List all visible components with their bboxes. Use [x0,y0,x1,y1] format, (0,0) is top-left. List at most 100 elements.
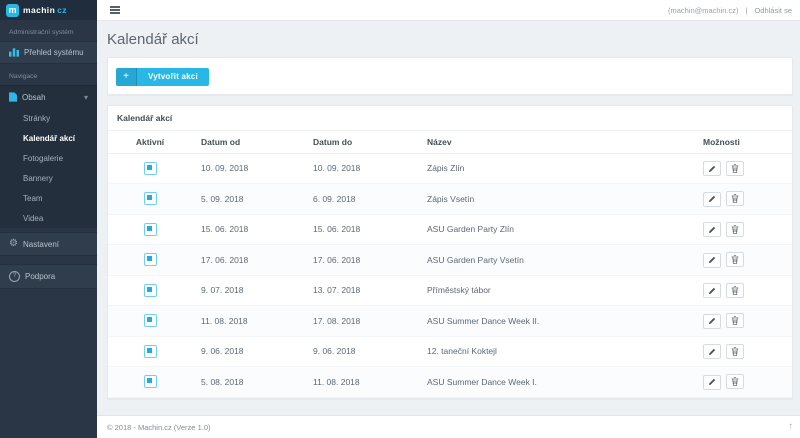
edit-button[interactable] [703,191,721,207]
active-cell [108,336,192,367]
sidebar-item-label: Podpora [25,272,56,281]
event-name-cell: Zápis Zlín [418,153,694,184]
brand-name-tld: cz [57,5,67,15]
event-name-cell: 12. taneční Koktejl [418,336,694,367]
delete-button[interactable] [726,252,745,267]
edit-button[interactable] [703,374,721,390]
row-active-checkbox[interactable] [143,192,157,206]
active-cell [108,183,192,215]
delete-button[interactable] [726,221,745,237]
col-header-date-from: Datum od [192,130,304,154]
edit-button[interactable] [703,283,721,298]
pencil-icon [709,165,716,172]
edit-button[interactable] [703,313,721,329]
page-title: Kalendář akcí [107,31,199,48]
footer: © 2018 - Machin.cz (Verze 1.0) [97,415,800,438]
date-from-cell: 10. 09. 2018 [192,153,304,184]
sidebar-item-videa[interactable]: Videa [23,213,44,223]
date-to-cell: 10. 09. 2018 [304,153,418,184]
options-cell [694,244,792,276]
col-header-date-to: Datum do [304,130,418,154]
date-to-cell: 9. 06. 2018 [304,336,418,367]
date-to-cell: 11. 08. 2018 [304,366,418,398]
active-cell [108,366,192,398]
active-cell [108,244,192,276]
row-active-checkbox[interactable] [143,314,157,328]
trash-icon [732,255,739,264]
trash-icon [732,224,739,234]
sidebar-section-admin: Administrační systém [9,29,74,36]
delete-button[interactable] [726,343,745,359]
sidebar-item-team[interactable]: Team [23,193,43,203]
trash-icon [732,163,739,173]
logout-link[interactable]: Odhlásit se [754,5,792,15]
delete-button[interactable] [726,313,745,328]
sidebar-item-label: Nastavení [22,239,59,249]
col-header-options: Možnosti [694,130,792,154]
topbar-user-area: (machin@machin.cz) | Odhlásit se [668,0,792,20]
sidebar-toggle-icon[interactable] [110,6,120,15]
brand-logo[interactable]: m machin cz [0,0,97,20]
date-from-cell: 15. 06. 2018 [192,214,304,245]
table-row: 10. 09. 2018 10. 09. 2018 Zápis Zlín [108,153,792,184]
sidebar-item-stranky[interactable]: Stránky [23,113,51,123]
delete-button[interactable] [726,282,745,298]
date-to-cell: 15. 06. 2018 [304,214,418,245]
pencil-icon [709,287,716,294]
table-row: 11. 08. 2018 17. 08. 2018 ASU Summer Dan… [108,305,792,337]
trash-icon [732,316,739,325]
delete-button[interactable] [726,374,745,389]
sidebar-item-overview[interactable]: Přehled systému [0,41,97,64]
row-active-checkbox[interactable] [143,253,157,267]
edit-button[interactable] [703,252,721,268]
bar-chart-icon [9,48,19,57]
plus-icon: + [116,67,137,86]
sidebar-section-nav: Navigace [9,73,38,80]
date-from-cell: 17. 06. 2018 [192,244,304,276]
events-table: Aktivní Datum od Datum do Název Možnosti… [108,130,792,398]
edit-button[interactable] [703,222,721,237]
create-event-button[interactable]: + Vytvořit akci [116,67,209,86]
trash-icon [732,194,739,203]
question-circle-icon: ? [9,271,20,282]
col-header-name: Název [418,130,694,154]
sidebar-item-support[interactable]: ? Podpora [0,264,97,289]
create-event-label: Vytvořit akci [148,72,198,81]
pencil-icon [709,256,716,263]
row-active-checkbox[interactable] [143,283,157,297]
table-row: 9. 06. 2018 9. 06. 2018 12. taneční Kokt… [108,336,792,367]
sidebar-item-bannery[interactable]: Bannery [23,173,53,183]
options-cell [694,336,792,367]
options-cell [694,366,792,398]
pencil-icon [709,226,716,233]
sidebar-item-fotogalerie[interactable]: Fotogalerie [23,153,64,163]
row-active-checkbox[interactable] [143,344,157,358]
edit-button[interactable] [703,161,721,176]
pencil-icon [709,195,716,202]
sidebar: m machin cz Administrační systém Přehled … [0,0,97,438]
pencil-icon [709,378,716,385]
active-cell [108,214,192,245]
event-name-cell: Příměstský tábor [418,275,694,306]
options-cell [694,214,792,245]
event-name-cell: ASU Summer Dance Week II. [418,305,694,337]
topbar-divider: | [745,5,748,15]
delete-button[interactable] [726,191,745,206]
row-active-checkbox[interactable] [143,222,157,236]
toolbar-box: + Vytvořit akci [107,57,793,95]
edit-button[interactable] [703,344,721,359]
sidebar-item-content[interactable]: Obsah ▾ [0,86,97,108]
sidebar-item-settings[interactable]: ⚙ Nastavení [0,232,97,256]
event-name-cell: ASU Summer Dance Week I. [418,366,694,398]
main-content: Kalendář akcí + Vytvořit akci Kalendář a… [97,20,800,415]
scroll-to-top-icon[interactable]: ↑ [788,421,793,432]
row-active-checkbox[interactable] [143,375,157,389]
date-from-cell: 11. 08. 2018 [192,305,304,337]
sidebar-item-kalendar-akci[interactable]: Kalendář akcí [23,133,76,143]
active-cell [108,275,192,306]
row-active-checkbox[interactable] [143,161,157,175]
date-to-cell: 17. 08. 2018 [304,305,418,337]
delete-button[interactable] [726,160,745,176]
pencil-icon [709,348,716,355]
